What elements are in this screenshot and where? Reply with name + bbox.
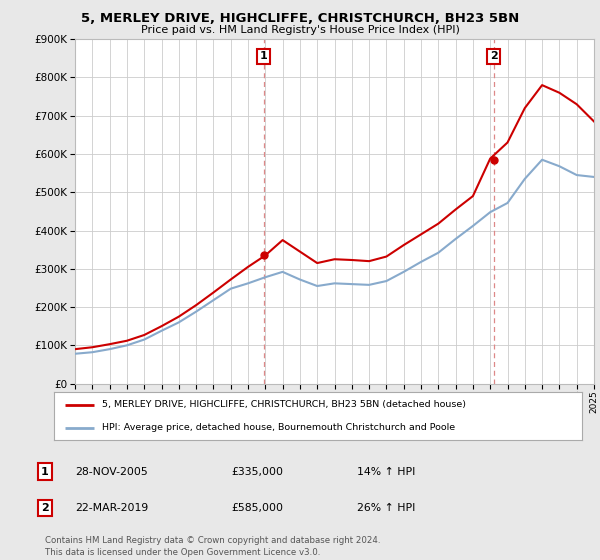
Text: 22-MAR-2019: 22-MAR-2019 xyxy=(75,503,148,513)
Text: Contains HM Land Registry data © Crown copyright and database right 2024.
This d: Contains HM Land Registry data © Crown c… xyxy=(45,536,380,557)
Text: HPI: Average price, detached house, Bournemouth Christchurch and Poole: HPI: Average price, detached house, Bour… xyxy=(101,423,455,432)
Text: 1: 1 xyxy=(41,466,49,477)
Text: 14% ↑ HPI: 14% ↑ HPI xyxy=(357,466,415,477)
Text: £585,000: £585,000 xyxy=(231,503,283,513)
Text: 5, MERLEY DRIVE, HIGHCLIFFE, CHRISTCHURCH, BH23 5BN: 5, MERLEY DRIVE, HIGHCLIFFE, CHRISTCHURC… xyxy=(81,12,519,25)
Text: 2: 2 xyxy=(490,52,497,62)
Text: 1: 1 xyxy=(260,52,268,62)
Text: £335,000: £335,000 xyxy=(231,466,283,477)
Text: 28-NOV-2005: 28-NOV-2005 xyxy=(75,466,148,477)
Text: Price paid vs. HM Land Registry's House Price Index (HPI): Price paid vs. HM Land Registry's House … xyxy=(140,25,460,35)
Text: 26% ↑ HPI: 26% ↑ HPI xyxy=(357,503,415,513)
Text: 2: 2 xyxy=(41,503,49,513)
Text: 5, MERLEY DRIVE, HIGHCLIFFE, CHRISTCHURCH, BH23 5BN (detached house): 5, MERLEY DRIVE, HIGHCLIFFE, CHRISTCHURC… xyxy=(101,400,466,409)
